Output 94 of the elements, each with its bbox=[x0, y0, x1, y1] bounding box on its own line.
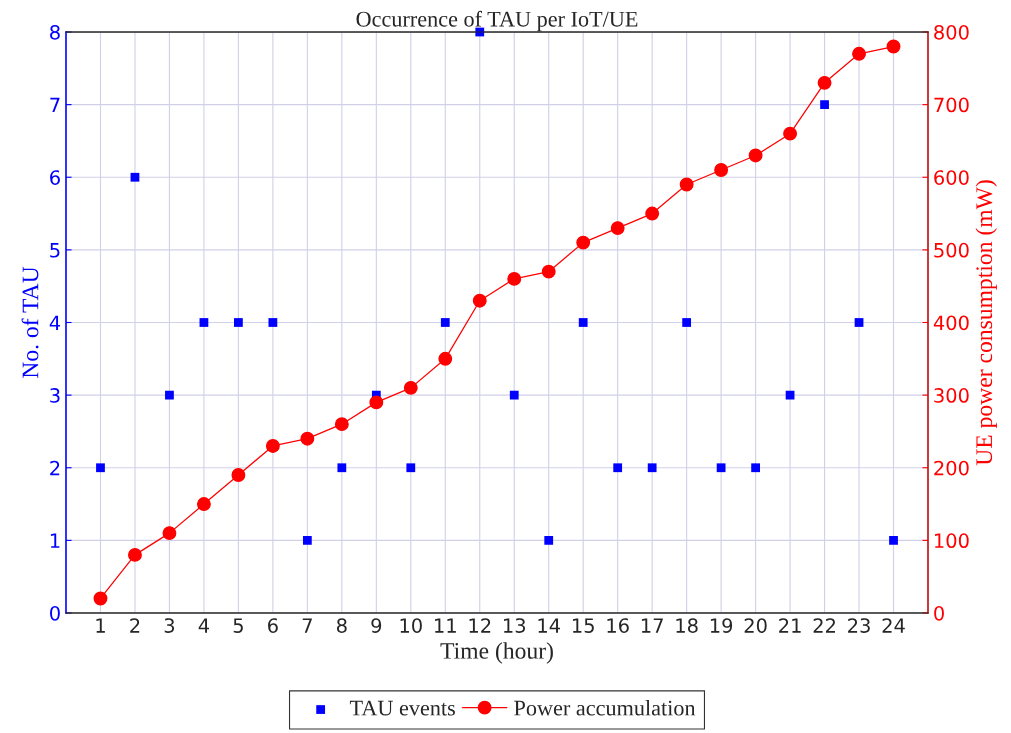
point bbox=[854, 318, 864, 327]
y-axis-title: No. of TAU bbox=[21, 266, 39, 379]
point bbox=[369, 395, 384, 410]
x-tick-label: 7 bbox=[302, 618, 312, 633]
point bbox=[785, 390, 795, 400]
point bbox=[820, 100, 829, 110]
y-tick-label: 5 bbox=[50, 243, 60, 258]
x-tick-label: 13 bbox=[504, 618, 526, 633]
x-tick-label: 20 bbox=[744, 618, 767, 633]
x-tick-label: 21 bbox=[779, 618, 801, 633]
point bbox=[165, 390, 174, 400]
point bbox=[751, 463, 760, 473]
y-tick-label: 2 bbox=[50, 460, 60, 476]
y2-tick-label: 600 bbox=[934, 170, 969, 185]
y-tick-label: 0 bbox=[50, 605, 60, 621]
x-tick-label: 1 bbox=[96, 618, 105, 633]
legend-label: Power accumulation bbox=[514, 699, 696, 716]
point bbox=[748, 148, 763, 163]
x-tick-label: 6 bbox=[268, 618, 278, 633]
y2-tick-label: 800 bbox=[934, 24, 969, 40]
x-tick-label: 18 bbox=[676, 618, 698, 633]
point bbox=[472, 293, 487, 308]
y2-tick-label: 100 bbox=[935, 533, 969, 549]
point bbox=[300, 431, 315, 446]
point bbox=[406, 463, 416, 473]
point bbox=[886, 39, 901, 54]
y2-tick-label: 200 bbox=[934, 460, 969, 476]
point bbox=[647, 463, 657, 473]
point bbox=[645, 206, 660, 221]
x-axis-title: Time (hour) bbox=[440, 642, 553, 664]
y-tick-label: 6 bbox=[50, 170, 60, 185]
x-tick-label: 14 bbox=[538, 618, 560, 633]
x-tick-label: 15 bbox=[572, 618, 594, 633]
point bbox=[817, 75, 832, 90]
legend-label: TAU events bbox=[349, 700, 455, 716]
point bbox=[96, 463, 105, 473]
point bbox=[507, 271, 522, 286]
x-tick-label: 16 bbox=[607, 618, 629, 633]
point bbox=[714, 163, 729, 177]
point bbox=[783, 126, 798, 141]
point bbox=[682, 318, 692, 327]
point bbox=[162, 526, 177, 541]
x-tick-label: 22 bbox=[813, 618, 835, 633]
point bbox=[302, 535, 312, 545]
point bbox=[889, 535, 898, 545]
point bbox=[93, 591, 108, 606]
x-tick-label: 10 bbox=[400, 618, 422, 633]
x-tick-label: 24 bbox=[882, 618, 905, 633]
y2-tick-label: 0 bbox=[934, 605, 944, 621]
x-tick-label: 3 bbox=[164, 618, 175, 633]
point bbox=[199, 318, 209, 327]
point bbox=[268, 318, 278, 327]
point bbox=[716, 463, 726, 473]
x-tick-label: 23 bbox=[848, 618, 870, 633]
y-tick-label: 1 bbox=[50, 533, 60, 548]
point bbox=[613, 463, 623, 473]
x-tick-label: 12 bbox=[469, 618, 491, 633]
y-tick-label: 7 bbox=[50, 97, 60, 113]
point bbox=[440, 318, 450, 327]
point bbox=[576, 235, 591, 250]
x-tick-label: 9 bbox=[371, 618, 382, 633]
point bbox=[130, 172, 140, 182]
point bbox=[337, 463, 347, 473]
y2-tick-label: 300 bbox=[934, 388, 969, 403]
y-tick-label: 8 bbox=[50, 24, 60, 40]
y-tick-label: 3 bbox=[50, 388, 60, 403]
chart-title: Occurrence of TAU per IoT/UE bbox=[356, 10, 638, 32]
y-tick-label: 4 bbox=[49, 315, 61, 330]
x-tick-label: 4 bbox=[198, 618, 210, 633]
x-tick-label: 19 bbox=[710, 618, 733, 633]
point bbox=[509, 390, 519, 400]
point bbox=[403, 380, 418, 395]
y2-tick-label: 700 bbox=[934, 97, 969, 113]
point bbox=[578, 318, 588, 327]
point bbox=[234, 318, 243, 327]
point bbox=[334, 417, 349, 432]
point bbox=[438, 351, 453, 366]
y2-tick-label: 500 bbox=[934, 242, 969, 258]
point bbox=[852, 46, 866, 61]
point bbox=[196, 497, 211, 512]
x-tick-label: 11 bbox=[435, 618, 456, 633]
x-tick-label: 17 bbox=[641, 618, 663, 633]
point bbox=[265, 439, 280, 453]
y2-axis-title: UE power consumption (mW) bbox=[975, 180, 997, 466]
point bbox=[610, 221, 625, 236]
point bbox=[128, 547, 142, 562]
y2-tick-label: 400 bbox=[933, 315, 969, 331]
x-tick-label: 2 bbox=[130, 618, 140, 633]
x-tick-label: 5 bbox=[233, 618, 243, 633]
point bbox=[544, 535, 554, 545]
point bbox=[231, 468, 246, 482]
point bbox=[541, 264, 556, 279]
point bbox=[679, 177, 694, 192]
x-tick-label: 8 bbox=[336, 618, 347, 633]
